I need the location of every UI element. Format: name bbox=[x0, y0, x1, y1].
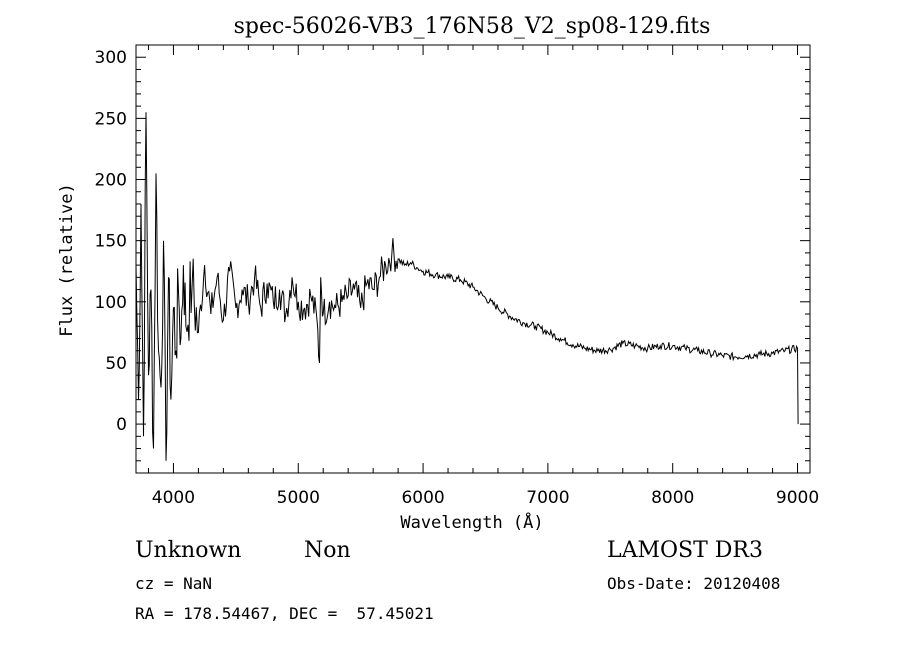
y-tick-labels: 0 50 100 150 200 250 300 bbox=[95, 48, 127, 435]
x-tick-label: 8000 bbox=[651, 488, 694, 508]
axis-ticks bbox=[136, 44, 810, 474]
y-tick-label: 250 bbox=[95, 109, 127, 129]
plot-frame bbox=[135, 44, 811, 474]
chart-title: spec-56026-VB3_176N58_V2_sp08-129.fits bbox=[234, 14, 711, 39]
x-tick-label: 7000 bbox=[526, 488, 569, 508]
y-tick-label: 50 bbox=[105, 354, 127, 374]
x-tick-label: 6000 bbox=[401, 488, 444, 508]
x-tick-label: 5000 bbox=[277, 488, 320, 508]
y-tick-label: 300 bbox=[95, 48, 127, 68]
y-axis-label: Flux (relative) bbox=[57, 183, 77, 337]
y-tick-label: 0 bbox=[116, 415, 127, 435]
y-tick-label: 100 bbox=[95, 293, 127, 313]
observation-date: Obs-Date: 20120408 bbox=[607, 574, 781, 593]
x-tick-label: 4000 bbox=[152, 488, 195, 508]
survey-name: LAMOST DR3 bbox=[607, 538, 763, 563]
object-subclass: Non bbox=[304, 538, 351, 563]
redshift-text: cz = NaN bbox=[135, 574, 213, 593]
x-tick-labels: 4000 5000 6000 7000 8000 9000 bbox=[152, 488, 819, 508]
y-tick-label: 200 bbox=[95, 171, 127, 191]
x-tick-label: 9000 bbox=[776, 488, 819, 508]
y-tick-label: 150 bbox=[95, 232, 127, 252]
coordinates-text: RA = 178.54467, DEC = 57.45021 bbox=[135, 604, 434, 623]
spectrum-line bbox=[135, 112, 799, 461]
object-class: Unknown bbox=[135, 538, 242, 563]
x-axis-label: Wavelength (Å) bbox=[400, 511, 543, 533]
